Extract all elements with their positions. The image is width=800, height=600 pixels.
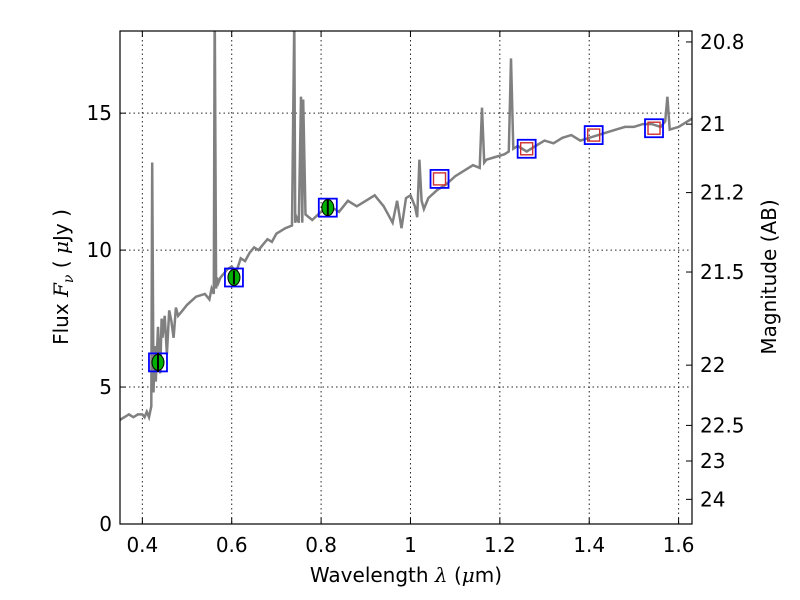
spectrum-line xyxy=(120,31,692,422)
x-tick-label: 1 xyxy=(404,533,417,557)
model-box xyxy=(647,121,661,135)
marker-box xyxy=(583,125,604,145)
y2-axis-label: Magnitude (AB) xyxy=(757,199,781,354)
y2-tick-label: 22 xyxy=(700,353,725,377)
x-axis-label: Wavelength λ (μm) xyxy=(310,563,502,587)
y2-axis-ticks: 20.8 21 21.2 21.5 22 22.5 23 24 xyxy=(686,30,745,511)
y2-tick-label: 24 xyxy=(700,487,725,511)
marker-box xyxy=(644,118,664,139)
model-box xyxy=(432,172,447,186)
marker-box xyxy=(224,267,244,288)
marker-box xyxy=(429,168,450,189)
photometry-markers xyxy=(148,118,664,373)
x-axis-ticks: 0.4 0.6 0.8 1 1.2 1.4 1.6 xyxy=(126,31,695,557)
detected-photometry-point xyxy=(317,197,338,218)
y2-tick-label: 23 xyxy=(700,449,725,473)
model-photometry-point xyxy=(583,125,604,145)
marker-box xyxy=(516,138,537,159)
grid-lines xyxy=(120,31,692,524)
y2-tick-label: 21 xyxy=(700,112,725,136)
x-tick-label: 1.2 xyxy=(484,533,516,557)
detected-photometry-point xyxy=(148,352,168,373)
y2-tick-label: 21.2 xyxy=(700,181,745,205)
model-box xyxy=(586,128,601,142)
x-tick-label: 0.6 xyxy=(216,533,248,557)
model-photometry-point xyxy=(644,118,664,139)
plot-area xyxy=(120,31,692,422)
detected-photometry-point xyxy=(224,267,244,288)
x-tick-label: 1.6 xyxy=(663,533,695,557)
model-box xyxy=(519,142,534,156)
marker-box xyxy=(317,197,338,218)
y-tick-label: 0 xyxy=(99,512,112,536)
y-axis-ticks: 0 5 10 15 xyxy=(87,101,126,536)
x-tick-label: 0.8 xyxy=(305,533,337,557)
model-photometry-point xyxy=(429,168,450,189)
y2-tick-label: 21.5 xyxy=(700,260,745,284)
y-tick-label: 15 xyxy=(87,101,112,125)
y-tick-label: 5 xyxy=(99,375,112,399)
model-photometry-point xyxy=(516,138,537,159)
y-axis-label: Flux Fν ( μJy ) xyxy=(49,209,77,345)
plot-frame xyxy=(119,30,693,525)
y2-tick-label: 22.5 xyxy=(700,413,745,437)
y-tick-label: 10 xyxy=(87,238,112,262)
y2-tick-label: 20.8 xyxy=(700,30,745,54)
x-tick-label: 0.4 xyxy=(126,533,158,557)
x-tick-label: 1.4 xyxy=(573,533,605,557)
